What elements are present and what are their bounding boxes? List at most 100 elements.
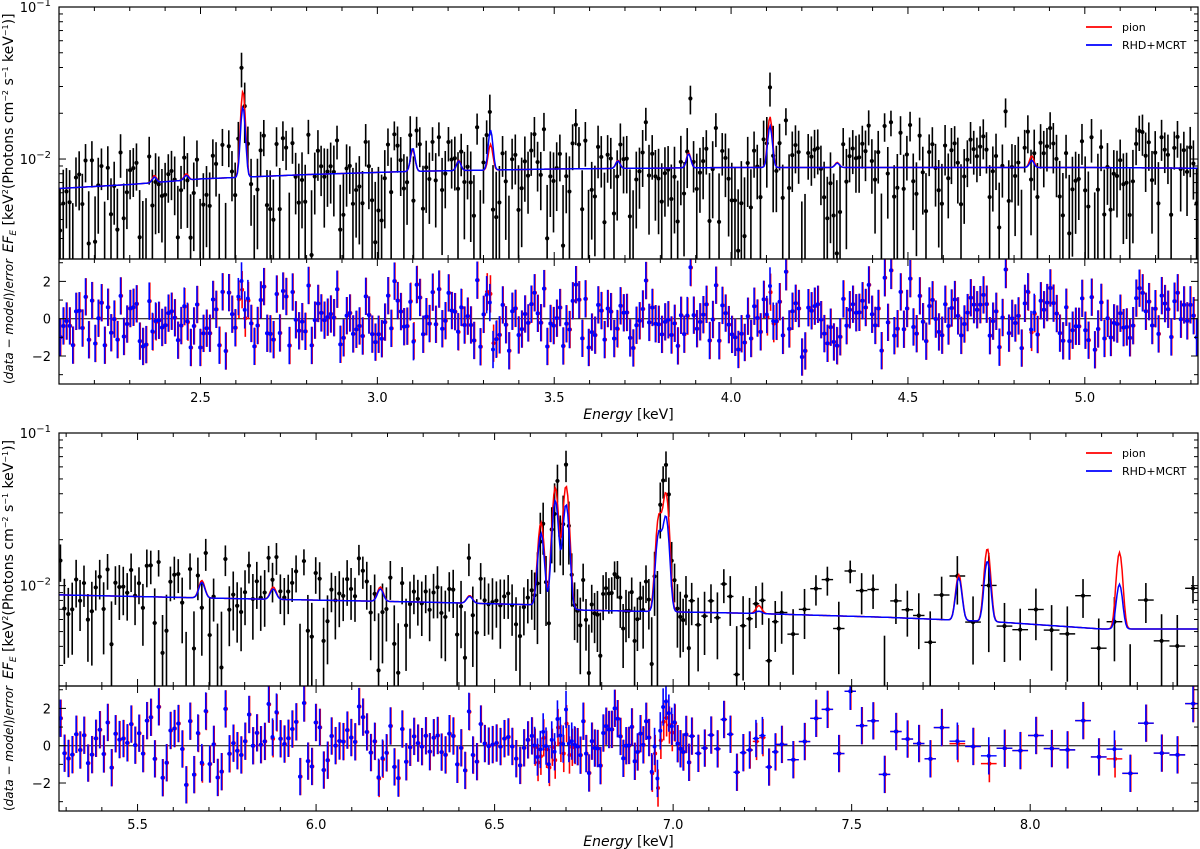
rhd-mcrt-residual-point <box>61 323 66 328</box>
data-point <box>1153 150 1158 155</box>
rhd-mcrt-residual-point <box>611 336 616 341</box>
rhd-mcrt-residual-point <box>1054 311 1059 316</box>
data-point <box>866 123 871 128</box>
rhd-mcrt-residual-point <box>368 750 373 755</box>
rhd-mcrt-residual-point <box>363 294 368 299</box>
data-point <box>113 580 118 585</box>
data-point <box>1013 173 1018 179</box>
rhd-mcrt-residual-point <box>569 739 574 744</box>
rhd-mcrt-residual-point <box>376 775 381 780</box>
rhd-mcrt-residual-point <box>497 332 502 337</box>
rhd-mcrt-residual-point <box>366 313 371 318</box>
rhd-mcrt-residual-point <box>331 315 336 320</box>
rhd-mcrt-residual-point <box>258 297 263 302</box>
data-point <box>475 125 480 130</box>
rhd-mcrt-residual-point <box>452 309 457 314</box>
data-point <box>465 164 470 169</box>
data-point <box>188 235 193 240</box>
rhd-mcrt-residual-point <box>535 311 540 316</box>
data-point <box>168 579 173 584</box>
data-point <box>215 694 219 698</box>
rhd-mcrt-residual-point <box>74 732 79 737</box>
data-point <box>435 585 440 590</box>
rhd-mcrt-residual-point <box>529 302 534 307</box>
rhd-mcrt-residual-point <box>522 311 527 316</box>
rhd-mcrt-residual-point <box>745 314 750 319</box>
data-point <box>62 606 67 611</box>
data-point <box>1035 194 1040 200</box>
data-point <box>178 188 184 193</box>
data-point <box>586 670 591 676</box>
data-point <box>834 251 839 256</box>
rhd-mcrt-residual-point <box>551 323 556 328</box>
data-point <box>599 154 604 160</box>
data-point <box>666 492 671 497</box>
data-point <box>462 179 467 185</box>
rhd-mcrt-residual-point <box>1073 324 1078 329</box>
rhd-mcrt-residual-point <box>968 295 973 300</box>
x-axis-label: Energy [keV] <box>583 407 673 423</box>
data-point <box>478 267 482 271</box>
data-point <box>702 613 707 619</box>
rhd-mcrt-residual-point <box>575 744 580 749</box>
rhd-mcrt-residual-point <box>888 268 893 273</box>
data-point <box>502 594 507 599</box>
data-point <box>563 462 569 467</box>
rhd-mcrt-residual-point <box>510 309 515 314</box>
rhd-mcrt-residual-point <box>895 326 900 331</box>
data-point <box>968 137 973 142</box>
rhd-mcrt-residual-point <box>549 737 554 742</box>
data-point <box>580 207 585 212</box>
data-point <box>1098 145 1104 150</box>
rhd-mcrt-residual-point <box>526 320 531 325</box>
data-point <box>309 634 314 639</box>
rhd-mcrt-residual-point <box>621 310 626 315</box>
rhd-mcrt-residual-point <box>108 330 113 335</box>
data-point <box>905 607 910 612</box>
rhd-mcrt-residual-point <box>535 755 540 760</box>
rhd-mcrt-residual-point <box>879 348 884 353</box>
rhd-mcrt-residual-point <box>231 741 236 746</box>
data-point <box>643 579 649 584</box>
data-point <box>1041 151 1046 156</box>
rhd-mcrt-residual-point <box>140 751 145 756</box>
rhd-mcrt-residual-point <box>634 323 639 328</box>
rhd-mcrt-residual-point <box>388 723 393 728</box>
rhd-mcrt-residual-point <box>93 736 98 741</box>
data-point <box>235 603 240 608</box>
data-point <box>140 605 146 610</box>
data-point <box>468 180 473 185</box>
rhd-mcrt-residual-point <box>812 304 817 309</box>
data-point <box>870 587 876 592</box>
rhd-mcrt-residual-point <box>478 722 483 727</box>
data-point <box>993 153 999 159</box>
rhd-mcrt-residual-point <box>484 292 489 297</box>
rhd-mcrt-residual-point <box>1118 311 1123 316</box>
data-point <box>686 646 691 651</box>
data-point <box>286 589 291 594</box>
rhd-mcrt-residual-point <box>169 309 174 314</box>
rhd-mcrt-residual-point <box>159 325 164 330</box>
data-point <box>535 159 540 165</box>
data-point <box>777 140 782 146</box>
rhd-mcrt-residual-point <box>561 742 566 747</box>
data-point <box>741 623 746 628</box>
data-point <box>882 694 886 698</box>
data-point <box>971 147 976 152</box>
rhd-mcrt-residual-point <box>468 322 473 327</box>
data-point <box>751 148 757 153</box>
rhd-mcrt-residual-point <box>64 319 69 324</box>
data-point <box>952 141 957 146</box>
rhd-mcrt-residual-point <box>710 317 715 322</box>
rhd-mcrt-residual-point <box>583 296 588 301</box>
data-point <box>1002 624 1007 629</box>
data-point <box>66 611 71 617</box>
data-point <box>532 132 537 137</box>
rhd-mcrt-residual-point <box>211 742 216 747</box>
rhd-mcrt-residual-point <box>780 333 785 338</box>
data-point <box>656 176 661 181</box>
rhd-mcrt-residual-point <box>1013 320 1018 325</box>
data-point <box>634 177 639 182</box>
rhd-mcrt-residual-point <box>239 752 244 757</box>
data-point <box>1033 607 1038 612</box>
